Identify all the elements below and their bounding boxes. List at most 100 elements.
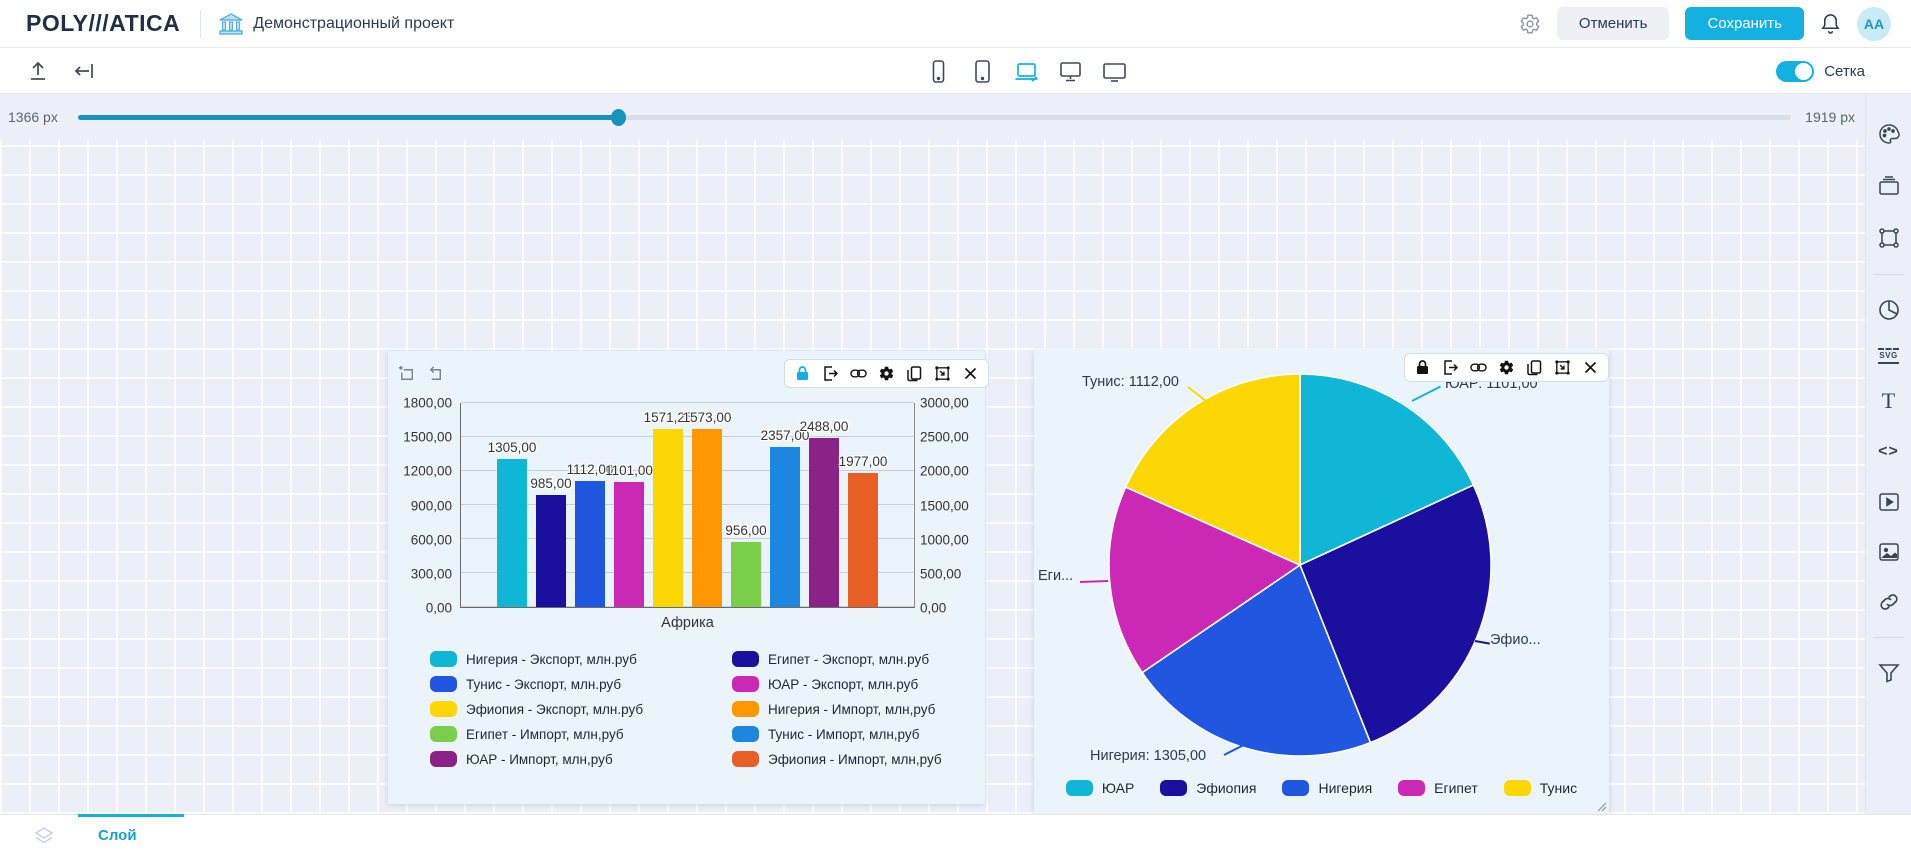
device-laptop-icon-selected[interactable] xyxy=(1013,58,1040,85)
export-icon[interactable] xyxy=(822,365,839,382)
transform-icon[interactable] xyxy=(1554,359,1571,376)
pie-legend-item[interactable]: Тунис xyxy=(1503,780,1578,796)
link-icon[interactable] xyxy=(1470,359,1487,376)
image-widget-icon[interactable] xyxy=(1877,540,1901,564)
undo-icon[interactable] xyxy=(427,365,446,384)
pie-slice-Тунис[interactable] xyxy=(1124,373,1301,567)
copy-icon[interactable] xyxy=(1526,359,1543,376)
bar-left-axis: 1800,00 1500,00 1200,00 900,00 600,00 300,00 0… xyxy=(388,396,452,616)
lock-icon[interactable] xyxy=(1414,359,1431,376)
bar-Нигерия - Импорт, млн,руб[interactable]: 1573,00 xyxy=(683,410,731,607)
dashboard-canvas[interactable]: 1800,00 1500,00 1200,00 900,00 600,00 300,00 0… xyxy=(0,140,1865,814)
legend-label: Египет - Экспорт, млн.руб xyxy=(768,651,930,667)
legend-swatch xyxy=(1065,780,1093,796)
bar-Эфиопия - Импорт, млн,руб[interactable]: 1977,00 xyxy=(839,454,887,607)
bottom-bar: Слой xyxy=(0,814,1911,856)
pie-legend-item[interactable]: ЮАР xyxy=(1065,780,1134,796)
export-icon[interactable] xyxy=(1442,359,1459,376)
bar-right-axis: 3000,00 2500,00 2000,00 1500,00 1000,00 500,0… xyxy=(920,396,984,616)
legend-item[interactable]: ЮАР - Экспорт, млн.руб xyxy=(732,676,942,692)
device-monitor-icon[interactable] xyxy=(1057,58,1084,85)
select-transform-icon[interactable] xyxy=(1877,226,1901,250)
legend-item[interactable]: Нигерия - Импорт, млн,руб xyxy=(732,701,942,717)
settings-gear-icon[interactable] xyxy=(878,365,895,382)
legend-item[interactable]: ЮАР - Импорт, млн,руб xyxy=(430,751,732,767)
bar-Эфиопия - Экспорт, млн.руб[interactable]: 1571,25 xyxy=(644,410,692,607)
text-widget-icon[interactable]: T xyxy=(1881,388,1896,413)
legend-item[interactable]: Тунис - Экспорт, млн.руб xyxy=(430,676,732,692)
axis-tick: 1800,00 xyxy=(403,395,452,411)
filter-icon[interactable] xyxy=(1877,661,1901,685)
header-divider xyxy=(200,9,202,38)
legend-item[interactable]: Тунис - Импорт, млн,руб xyxy=(732,726,942,742)
link-icon[interactable] xyxy=(850,365,867,382)
code-widget-icon[interactable]: <> xyxy=(1878,443,1899,460)
grid-toggle[interactable] xyxy=(1776,60,1815,82)
axis-tick: 2000,00 xyxy=(920,463,969,479)
legend-label: ЮАР - Экспорт, млн.руб xyxy=(768,676,919,692)
bar-Египет - Импорт, млн,руб[interactable]: 956,00 xyxy=(725,523,767,607)
settings-gear-icon[interactable] xyxy=(1519,13,1541,35)
save-button[interactable]: Сохранить xyxy=(1685,7,1804,40)
settings-gear-icon[interactable] xyxy=(1498,359,1515,376)
pie-slice-Эфиопия[interactable] xyxy=(1298,483,1492,744)
bar-chart-widget[interactable]: 1800,00 1500,00 1200,00 900,00 600,00 300,00 0… xyxy=(388,351,989,804)
pie-slice-Египет[interactable] xyxy=(1108,485,1302,674)
bar-ЮАР - Экспорт, млн.руб[interactable]: 1101,00 xyxy=(605,463,653,607)
pie-slice-ЮАР[interactable] xyxy=(1299,373,1475,567)
video-widget-icon[interactable] xyxy=(1877,490,1901,514)
legend-item[interactable]: Египет - Импорт, млн,руб xyxy=(430,726,732,742)
width-slider-fill xyxy=(78,114,618,120)
copy-icon[interactable] xyxy=(906,365,923,382)
legend-swatch xyxy=(1282,780,1310,796)
gridline xyxy=(461,538,914,540)
legend-item[interactable]: Египет - Экспорт, млн.руб xyxy=(732,651,942,667)
bar-Египет - Экспорт, млн.руб[interactable]: 985,00 xyxy=(530,476,572,607)
legend-swatch xyxy=(430,676,457,692)
bar-Нигерия - Экспорт, млн.руб[interactable]: 1305,00 xyxy=(488,440,536,607)
legend-item[interactable]: Эфиопия - Импорт, млн,руб xyxy=(732,751,942,767)
notifications-bell-icon[interactable] xyxy=(1820,12,1841,35)
device-smartphone-icon[interactable] xyxy=(925,58,952,85)
pie-chart-widget[interactable]: ЮАР: 1101,00 Эфио... Нигерия: 1305,00 Еги..… xyxy=(1034,350,1609,814)
bar-ЮАР - Импорт, млн,руб[interactable]: 2488,00 xyxy=(800,419,848,607)
cancel-button[interactable]: Отменить xyxy=(1556,7,1670,40)
layer-tab[interactable]: Слой xyxy=(98,827,137,844)
width-slider-thumb[interactable] xyxy=(610,108,626,126)
close-icon[interactable] xyxy=(1582,359,1599,376)
device-tv-icon[interactable] xyxy=(1101,58,1128,85)
width-slider-track[interactable] xyxy=(78,108,1792,126)
legend-item[interactable]: Нигерия - Экспорт, млн.руб xyxy=(430,651,732,667)
pie-legend-item[interactable]: Эфиопия xyxy=(1160,780,1256,796)
avatar[interactable]: AA xyxy=(1857,6,1891,41)
close-icon[interactable] xyxy=(962,365,979,382)
pie-legend-item[interactable]: Египет xyxy=(1398,780,1478,796)
link-widget-icon[interactable] xyxy=(1877,590,1901,614)
add-area-icon[interactable] xyxy=(398,365,417,384)
legend-swatch xyxy=(430,651,457,667)
legend-item[interactable]: Эфиопия - Экспорт, млн.руб xyxy=(430,701,732,717)
axis-tick: 0,00 xyxy=(920,600,947,616)
upload-icon[interactable] xyxy=(26,59,50,83)
lock-icon[interactable] xyxy=(794,365,811,382)
active-layer-tab-indicator xyxy=(78,814,184,817)
legend-swatch xyxy=(732,701,759,717)
layers-icon[interactable] xyxy=(32,824,56,848)
legend-label: Тунис xyxy=(1539,780,1578,796)
bar-chart: 1800,00 1500,00 1200,00 900,00 600,00 300,00 0… xyxy=(388,351,985,767)
bar-Тунис - Импорт, млн,руб[interactable]: 2357,00 xyxy=(761,428,809,607)
palette-icon[interactable] xyxy=(1877,122,1901,146)
pie-widget-icon[interactable] xyxy=(1877,298,1901,322)
pie-legend-item[interactable]: Нигерия xyxy=(1282,780,1372,796)
transform-icon[interactable] xyxy=(934,365,951,382)
arrow-to-line-icon[interactable] xyxy=(72,59,96,83)
legend-label: Нигерия - Импорт, млн,руб xyxy=(768,701,936,717)
device-tablet-icon[interactable] xyxy=(969,58,996,85)
resize-handle[interactable] xyxy=(1595,800,1607,812)
svg-widget-icon[interactable]: SVG xyxy=(1878,348,1899,364)
bar-value-label: 1101,00 xyxy=(605,463,653,479)
bar-Тунис - Экспорт, млн.руб[interactable]: 1112,00 xyxy=(567,462,613,607)
pie-slice-Нигерия[interactable] xyxy=(1141,563,1372,757)
container-icon[interactable] xyxy=(1877,174,1901,198)
